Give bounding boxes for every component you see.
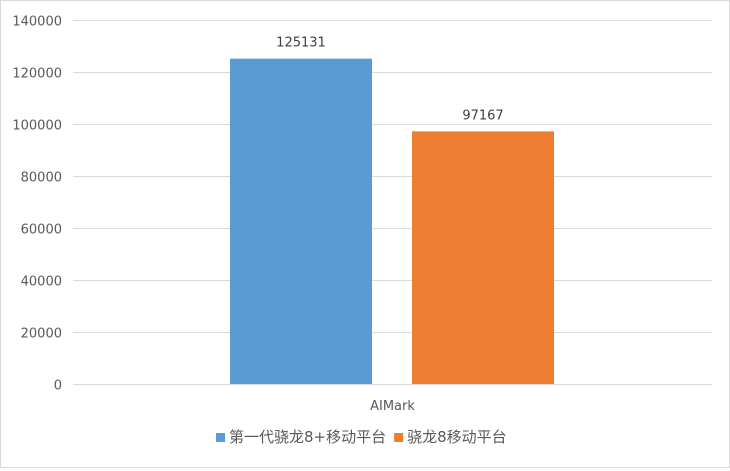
y-tick-label: 40000 <box>21 275 62 290</box>
y-tick-label: 60000 <box>21 223 62 238</box>
bar-series-2 <box>412 131 554 384</box>
legend-label: 第一代骁龙8+移动平台 <box>229 428 386 446</box>
x-tick-label: AIMark <box>370 399 415 414</box>
bar-series-1 <box>230 58 372 385</box>
legend-label: 骁龙8移动平台 <box>407 428 507 446</box>
legend-swatch <box>216 433 225 442</box>
y-tick-label: 20000 <box>21 327 62 342</box>
y-tick-label: 140000 <box>12 15 62 30</box>
data-label: 97167 <box>462 108 503 123</box>
y-tick-label: 120000 <box>12 67 62 82</box>
legend-swatch <box>394 433 404 442</box>
y-tick-label: 0 <box>54 379 62 394</box>
data-label: 125131 <box>276 36 326 51</box>
y-tick-label: 80000 <box>21 171 62 186</box>
y-tick-label: 100000 <box>12 119 62 134</box>
